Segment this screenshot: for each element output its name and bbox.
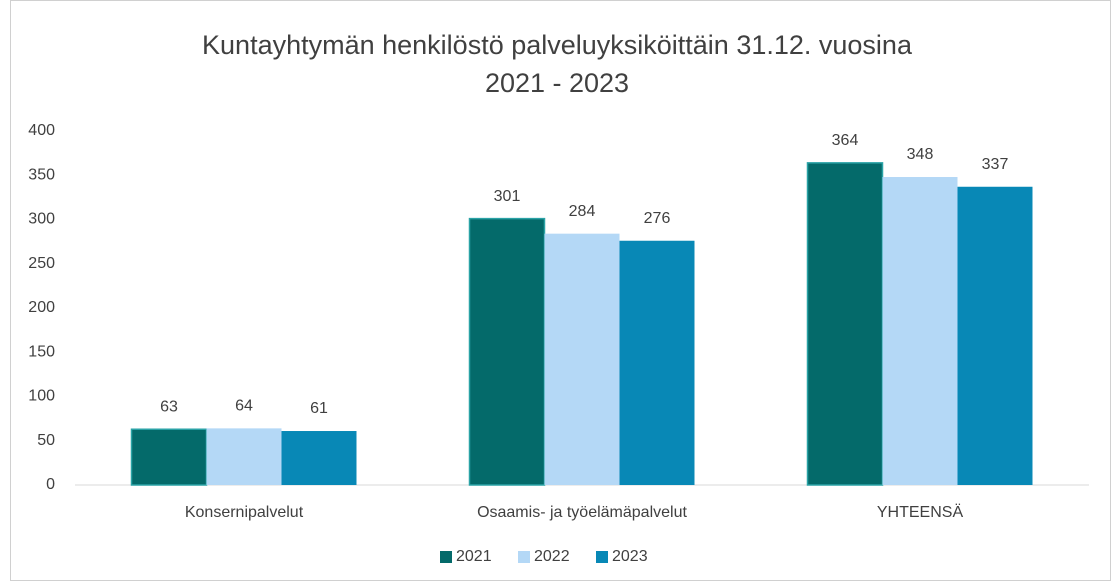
bar <box>957 186 1033 485</box>
legend-label: 2023 <box>612 548 648 565</box>
y-tick-label: 0 <box>46 476 55 493</box>
value-label: 337 <box>982 156 1009 173</box>
y-tick-label: 250 <box>28 255 55 272</box>
bar <box>619 240 695 485</box>
legend-label: 2021 <box>456 548 492 565</box>
value-label: 61 <box>310 400 328 417</box>
bar <box>544 233 620 485</box>
legend-label: 2022 <box>534 548 570 565</box>
y-tick-label: 200 <box>28 299 55 316</box>
bar <box>882 177 958 485</box>
bar <box>130 428 208 486</box>
value-label: 284 <box>569 203 596 220</box>
x-tick-label: Konsernipalvelut <box>185 504 304 521</box>
value-label: 301 <box>494 188 521 205</box>
legend-swatch <box>518 551 530 563</box>
x-tick-label: YHTEENSÄ <box>877 503 964 521</box>
bar <box>281 431 357 485</box>
y-tick-label: 350 <box>28 166 55 183</box>
y-tick-label: 400 <box>28 122 55 139</box>
y-tick-label: 50 <box>37 432 55 449</box>
y-tick-label: 150 <box>28 343 55 360</box>
y-tick-label: 100 <box>28 388 55 405</box>
value-label: 64 <box>235 398 253 415</box>
value-label: 63 <box>160 398 178 415</box>
y-tick-label: 300 <box>28 211 55 228</box>
legend-swatch <box>440 551 452 563</box>
value-label: 276 <box>644 210 671 227</box>
legend-swatch <box>596 551 608 563</box>
bar <box>468 217 546 486</box>
value-label: 348 <box>907 146 934 163</box>
value-label: 364 <box>832 132 859 149</box>
bar <box>206 428 282 485</box>
chart-title: Kuntayhtymän henkilöstö palveluyksiköitt… <box>202 30 912 98</box>
x-tick-label: Osaamis- ja työelämäpalvelut <box>477 504 687 521</box>
bar <box>806 162 884 486</box>
